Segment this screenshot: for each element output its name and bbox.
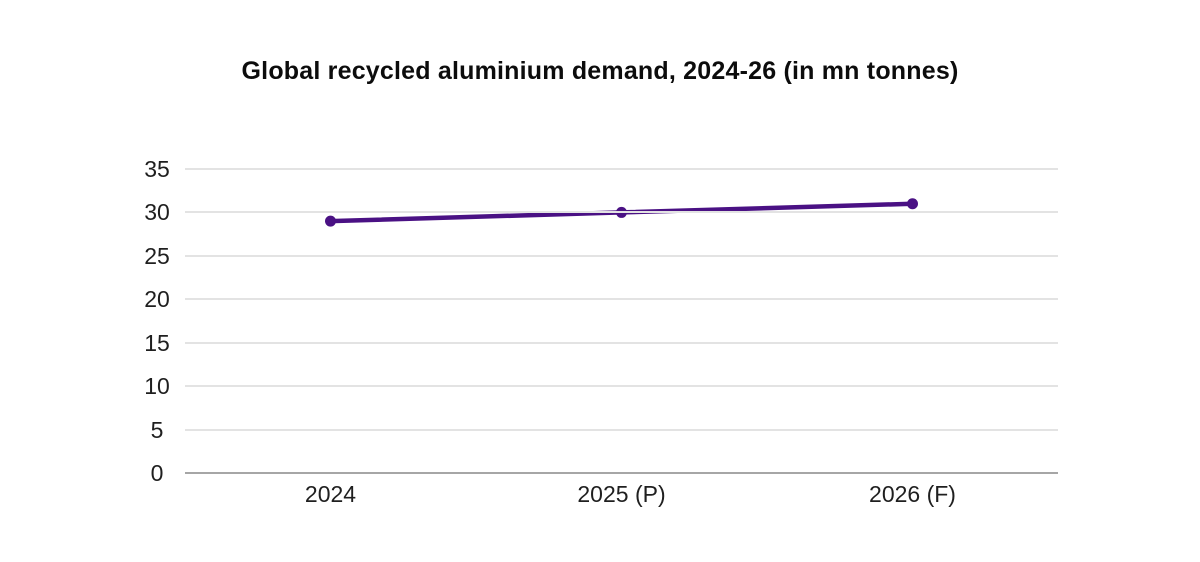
data-point-marker [325, 215, 336, 227]
y-tick-label: 0 [150, 460, 164, 486]
line-series [325, 198, 918, 227]
y-tick-label: 15 [144, 329, 170, 356]
chart-title: Global recycled aluminium demand, 2024-2… [241, 57, 959, 85]
y-tick-label: 10 [144, 373, 170, 400]
plot-area [185, 168, 1058, 474]
y-tick-label: 35 [144, 156, 170, 182]
y-tick-label: 20 [144, 286, 170, 313]
x-tick-label: 2024 [304, 481, 357, 507]
x-tick-label: 2025 (P) [577, 481, 666, 507]
data-point-marker [616, 206, 627, 218]
y-tick-label: 25 [144, 242, 170, 269]
y-tick-label: 30 [144, 199, 170, 226]
data-point-marker [907, 198, 918, 210]
x-tick-label: 2026 (F) [869, 481, 956, 507]
y-tick-label: 5 [150, 416, 164, 443]
